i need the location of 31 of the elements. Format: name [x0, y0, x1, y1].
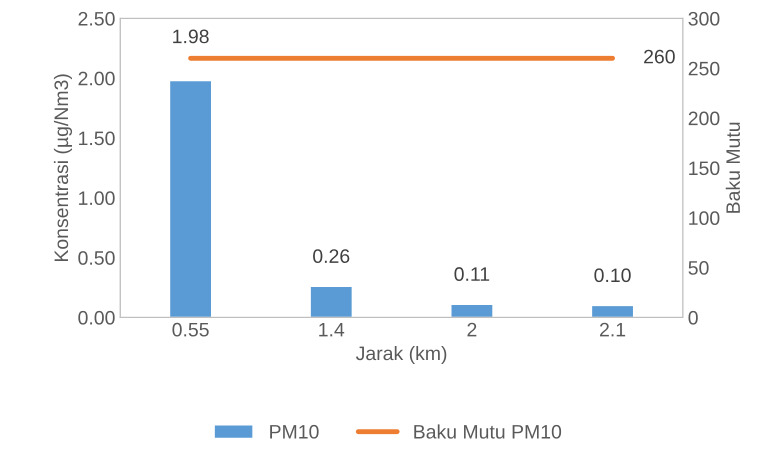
y2-tick-label: 250 [688, 62, 720, 76]
bar [309, 286, 354, 318]
x-tick-label: 2.1 [600, 322, 626, 336]
x-axis-title: Jarak (km) [356, 346, 446, 364]
y2-axis-title: Baku Mutu [726, 122, 740, 213]
y-tick-label: 1.50 [79, 131, 115, 146]
legend-label: PM10 [270, 424, 319, 439]
y2-tick-label: 0 [688, 310, 698, 325]
data-label: 0.11 [454, 267, 490, 281]
bar [168, 80, 212, 318]
y2-tick-label: 300 [688, 12, 720, 26]
data-label: 260 [644, 50, 675, 64]
y-tick-label: 2.50 [78, 12, 115, 26]
x-tick-label: 2 [467, 322, 476, 336]
y-tick-label: 0.00 [78, 310, 115, 325]
x-tick-label: 0.55 [172, 322, 209, 337]
bar [590, 304, 634, 318]
y-tick-label: 2.00 [78, 72, 115, 86]
data-label: 0.10 [594, 268, 631, 282]
y2-tick-label: 100 [689, 211, 720, 225]
y2-tick-label: 50 [688, 261, 709, 275]
y2-tick-label: 150 [689, 161, 720, 176]
data-label: 1.98 [173, 30, 209, 44]
y-tick-label: 1.00 [79, 191, 115, 206]
legend-label: Baku Mutu PM10 [414, 424, 562, 439]
y2-tick-label: 200 [688, 112, 720, 126]
bar [450, 304, 494, 318]
y-axis-title: Konsentrasi (µg/Nm3) [54, 74, 72, 262]
y-tick-label: 0.50 [78, 251, 115, 265]
data-label: 0.26 [313, 249, 350, 264]
x-tick-label: 1.4 [319, 322, 344, 336]
